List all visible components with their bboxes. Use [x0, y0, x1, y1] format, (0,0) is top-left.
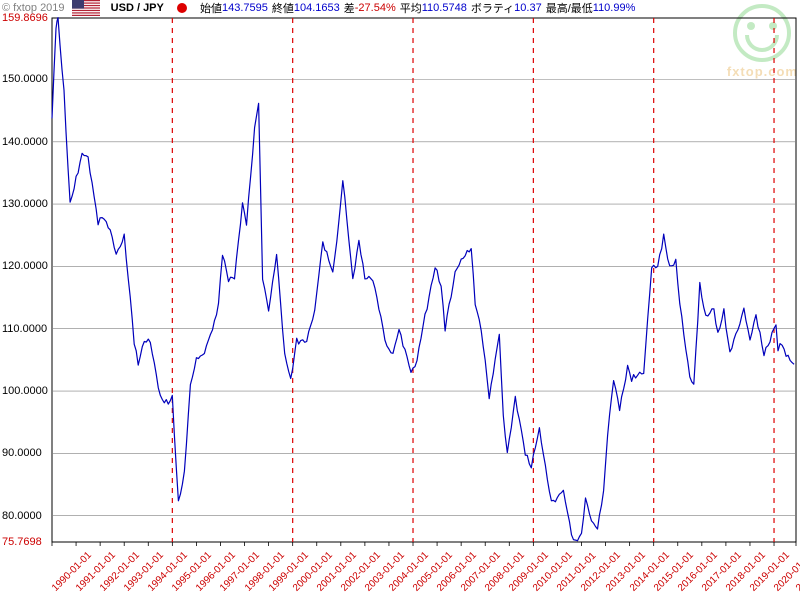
y-tick-label: 159.8696 [2, 12, 48, 24]
y-tick-label: 100.0000 [2, 385, 48, 397]
y-tick-label: 80.0000 [2, 510, 42, 522]
y-tick-label: 130.0000 [2, 198, 48, 210]
forex-chart: © fxtop 2019 USD / JPY 始値143.7595終値104.1… [0, 0, 800, 600]
y-tick-label: 110.0000 [2, 323, 47, 335]
y-tick-label: 90.0000 [2, 447, 42, 459]
chart-canvas [0, 0, 800, 600]
y-tick-label: 140.0000 [2, 136, 48, 148]
y-tick-label: 120.0000 [2, 260, 48, 272]
y-tick-label: 75.7698 [2, 536, 42, 548]
y-tick-label: 150.0000 [2, 73, 48, 85]
